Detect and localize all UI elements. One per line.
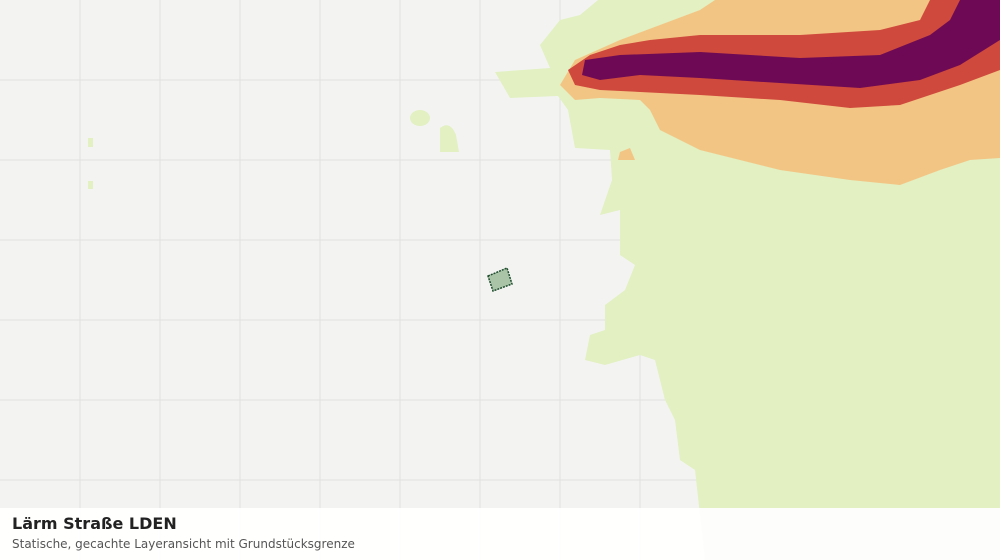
- map-subtitle: Statische, gecachte Layeransicht mit Gru…: [12, 537, 355, 551]
- map-title: Lärm Straße LDEN: [12, 514, 177, 533]
- parcel-boundary: [487, 266, 513, 292]
- noise-very-high: [582, 0, 1000, 88]
- caption: Lärm Straße LDEN Statische, gecachte Lay…: [0, 508, 1000, 560]
